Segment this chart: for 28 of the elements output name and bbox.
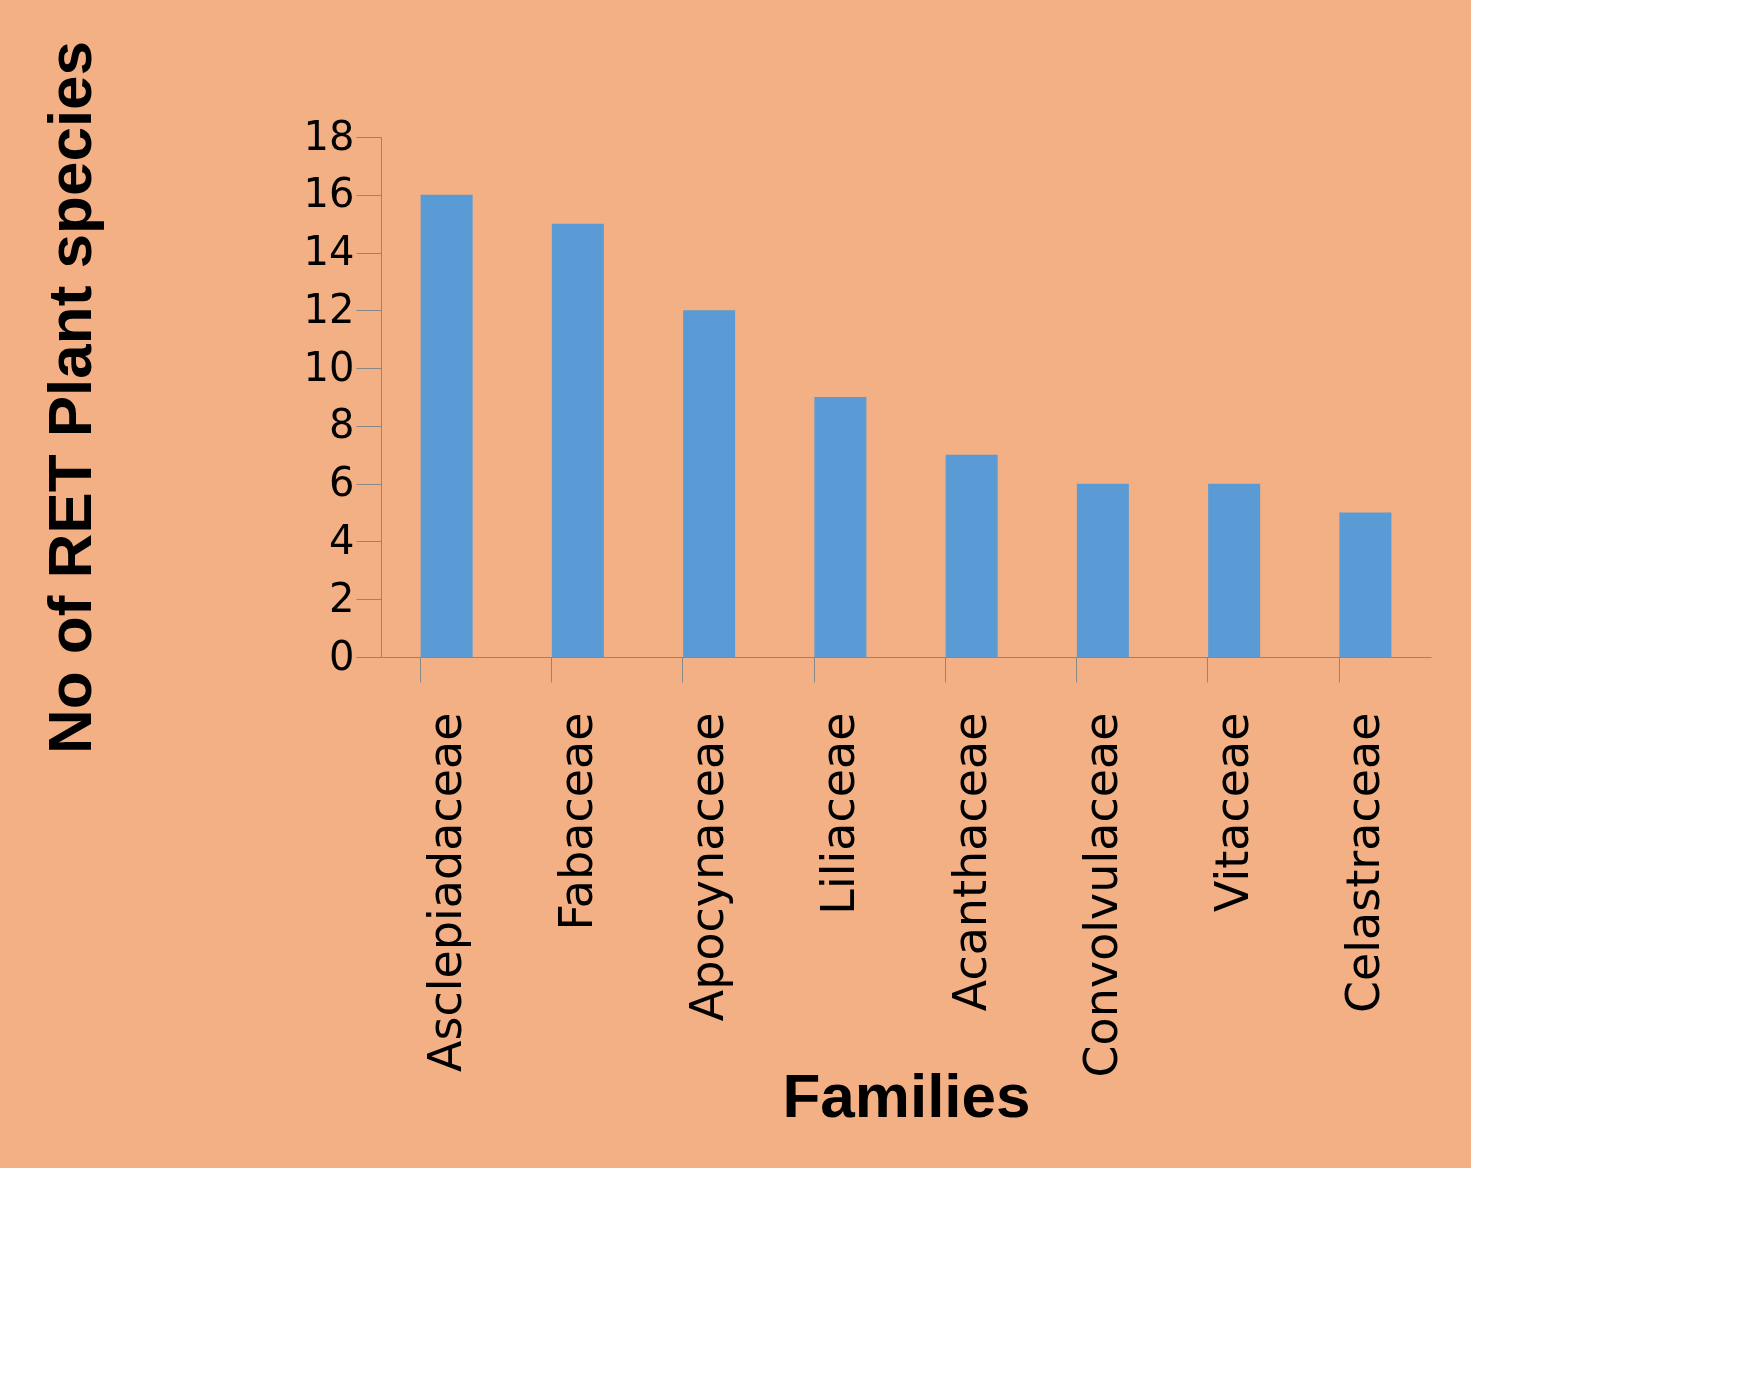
x-tick-label: Apocynaceae: [680, 712, 735, 1022]
bar: [420, 194, 473, 657]
y-tick-label: 18: [303, 112, 355, 159]
x-tick-label: Fabaceae: [548, 712, 603, 931]
bar: [945, 454, 998, 657]
y-tick-label: 16: [303, 170, 355, 217]
y-tick-label: 14: [303, 228, 355, 275]
bar: [1076, 483, 1129, 657]
y-tick-label: 6: [329, 459, 355, 506]
bar: [683, 310, 736, 657]
y-tick-label: 10: [303, 343, 355, 390]
bar: [1339, 512, 1392, 657]
x-tick-label: Asclepiadaceae: [417, 712, 472, 1072]
y-tick-label: 4: [329, 516, 355, 563]
bar: [551, 223, 604, 657]
y-tick-label: 0: [329, 632, 355, 679]
x-tick-label: Vitaceae: [1205, 712, 1260, 913]
x-tick-label: Convolvulaceae: [1073, 712, 1128, 1078]
bar: [1208, 483, 1261, 657]
x-axis-title: Families: [782, 1060, 1031, 1130]
x-tick-label: Celastraceae: [1336, 712, 1391, 1014]
x-tick-label: Liliaceae: [811, 712, 866, 915]
y-tick-label: 12: [303, 285, 355, 332]
bar: [814, 397, 867, 657]
x-tick-label: Acanthaceae: [942, 712, 997, 1012]
y-tick-label: 8: [329, 401, 355, 448]
y-axis-title: No of RET Plant species: [34, 40, 104, 755]
y-tick-label: 2: [329, 574, 355, 621]
